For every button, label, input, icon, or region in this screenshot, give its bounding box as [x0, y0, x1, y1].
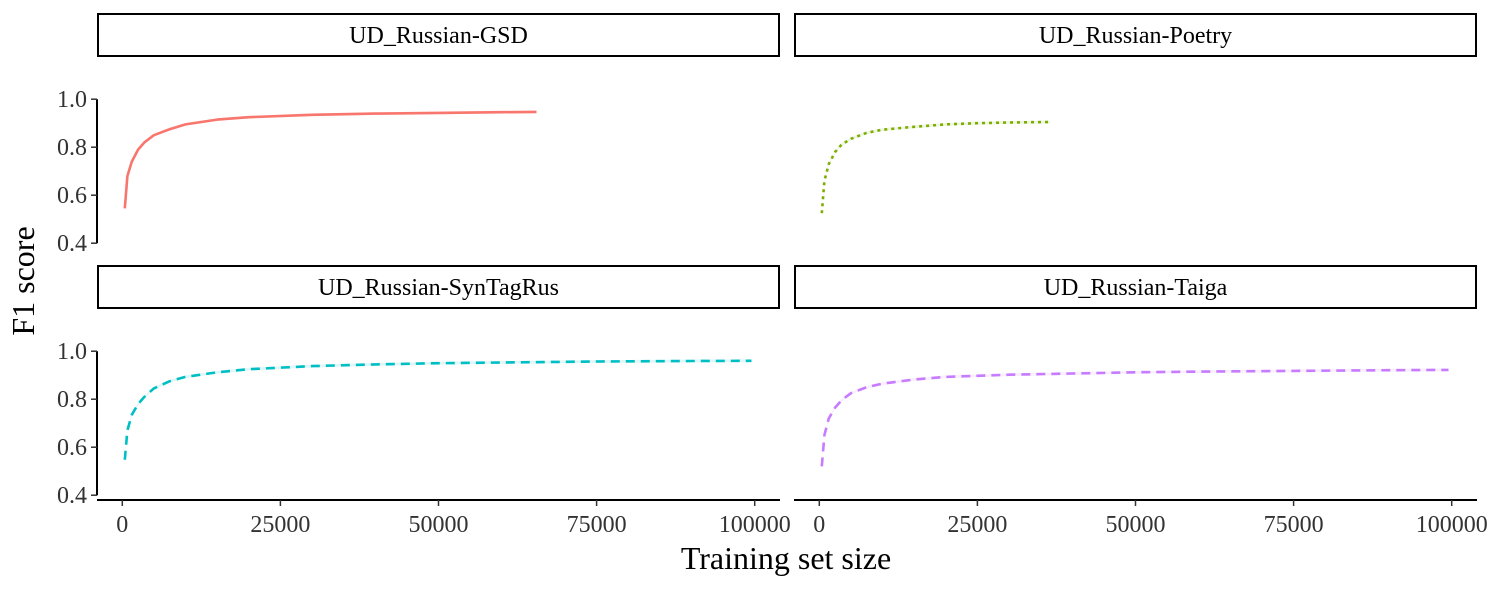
facet-strip [794, 13, 1477, 57]
x-tick-label: 100000 [1416, 512, 1488, 538]
series-line [820, 120, 1051, 214]
x-tick-label: 25000 [250, 512, 310, 538]
y-tick-label: 1.0 [57, 339, 87, 365]
panel-3: UD_Russian-SynTagRus 0.4 0.6 0.8 1.0 0 25000 50… [57, 265, 791, 538]
facet-strip-label: UD_Russian-GSD [349, 23, 528, 49]
y-tick-label: 0.8 [57, 387, 87, 413]
series-ribbon [821, 368, 1449, 468]
x-tick-label: 75000 [1264, 512, 1324, 538]
y-tick-label: 1.0 [57, 87, 87, 113]
y-tick-label: 0.6 [57, 183, 87, 209]
series-line [820, 368, 1449, 467]
x-tick-label: 25000 [947, 512, 1007, 538]
y-tick-label: 0.4 [57, 483, 87, 509]
series-line [123, 359, 752, 460]
series-line [123, 110, 537, 209]
y-tick-label: 0.6 [57, 435, 87, 461]
x-tick-label: 75000 [567, 512, 627, 538]
x-tick-label: 0 [813, 512, 825, 538]
facet-strip-label: UD_Russian-SynTagRus [318, 275, 559, 301]
x-tick-label: 100000 [719, 512, 791, 538]
x-tick-label: 50000 [409, 512, 469, 538]
panel-2: UD_Russian-Poetry [794, 13, 1477, 215]
facet-strip-label: UD_Russian-Poetry [1039, 23, 1232, 49]
y-tick-label: 0.4 [57, 231, 87, 257]
facet-strip [97, 265, 780, 309]
series-ribbon [124, 359, 752, 462]
facet-strip [97, 13, 780, 57]
facet-strip-label: UD_Russian-Taiga [1044, 275, 1228, 301]
x-tick-label: 50000 [1106, 512, 1166, 538]
facet-strip [794, 265, 1477, 309]
panel-4: UD_Russian-Taiga 0 25000 50000 75000 100000 [794, 265, 1488, 538]
y-tick-label: 0.8 [57, 135, 87, 161]
panel-1: UD_Russian-GSD 0.4 0.6 0.8 1.0 [57, 13, 780, 257]
x-axis-title: Training set size [681, 540, 891, 576]
x-tick-label: 0 [116, 512, 128, 538]
series-ribbon [821, 120, 1051, 215]
panels-layer: UD_Russian-GSD 0.4 0.6 0.8 1.0 UD_Russian-Poe… [57, 13, 1488, 538]
y-axis-title: F1 score [5, 226, 41, 335]
